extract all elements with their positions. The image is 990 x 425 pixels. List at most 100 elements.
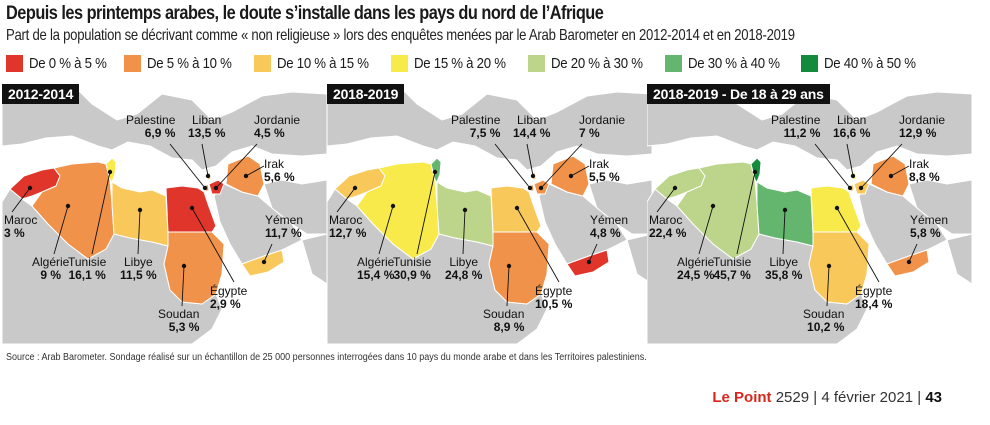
map-panel-1: 2012-2014 Maroc 3 % Algérie 9 % Tunisie 16,1 %… <box>2 84 327 344</box>
country-name: Jordanie <box>579 113 626 127</box>
country-value: 9 % <box>40 268 62 282</box>
legend-item: De 40 % à 50 % <box>801 53 928 73</box>
map-panel-2: 2018-2019 Maroc 12,7 % Algérie 15,4 % Tunisie… <box>327 84 652 344</box>
legend-swatch <box>124 54 141 72</box>
country-soudan <box>808 231 870 305</box>
marker-dot-soudan <box>826 263 832 269</box>
marker-dot-irak <box>888 173 894 179</box>
country-label-tunisie: Tunisie 16,1 % <box>68 256 106 282</box>
footer-separator: | <box>813 389 818 406</box>
leader-line-algerie <box>698 205 714 255</box>
background-land <box>2 84 327 171</box>
country-label-liban: Liban 13,5 % <box>188 114 225 140</box>
country-name: Yémen <box>910 213 949 227</box>
marker-dot-jordanie <box>858 185 864 191</box>
country-name: Irak <box>589 157 610 171</box>
leader-line-liban <box>526 143 534 177</box>
leader-line-tunisie <box>416 171 436 255</box>
leader-line-egypte <box>836 207 880 283</box>
marker-dot-palestine <box>527 185 533 191</box>
country-label-egypte: Égypte 18,4 % <box>855 285 892 311</box>
legend-label: De 0 % à 5 % <box>29 54 107 72</box>
marker-dot-palestine <box>847 185 853 191</box>
country-name: Algérie <box>677 255 715 269</box>
marker-dot-maroc <box>672 185 678 191</box>
country-name: Tunisie <box>68 255 107 269</box>
leader-line-jordanie <box>860 143 903 189</box>
marker-dot-irak <box>243 173 249 179</box>
country-label-yemen: Yémen 11,7 % <box>265 214 303 240</box>
marker-dot-liban <box>850 173 856 179</box>
marker-dot-tunisie <box>432 169 438 175</box>
leader-line-tunisie <box>91 171 111 255</box>
country-algerie <box>676 161 760 260</box>
issue-number: 2529 <box>775 389 810 406</box>
page-number: 43 <box>925 389 942 406</box>
country-name: Libye <box>449 255 479 269</box>
marker-dot-libye <box>782 207 788 213</box>
country-name: Soudan <box>158 307 200 321</box>
leader-line-soudan <box>506 265 510 307</box>
legend-label: De 40 % à 50 % <box>824 54 916 72</box>
country-name: Algérie <box>32 255 70 269</box>
country-label-algerie: Algérie 15,4 % <box>357 256 394 282</box>
country-label-liban: Liban 14,4 % <box>513 114 550 140</box>
marker-dot-yemen <box>906 259 912 265</box>
country-label-libye: Libye 35,8 % <box>765 256 802 282</box>
marker-dot-maroc <box>352 185 358 191</box>
country-tunisie <box>105 157 117 183</box>
country-value: 12,7 % <box>329 226 367 240</box>
marker-dot-soudan <box>181 263 187 269</box>
leader-line-maroc <box>336 187 356 213</box>
country-value: 5,6 % <box>264 170 295 184</box>
marker-dot-egypte <box>834 205 840 211</box>
marker-dot-yemen <box>261 259 267 265</box>
country-label-soudan: Soudan 5,3 % <box>158 308 199 334</box>
page-title: Depuis les printemps arabes, le doute s’… <box>6 3 604 24</box>
country-label-tunisie: Tunisie 45,7 % <box>713 256 751 282</box>
background-land <box>588 179 652 235</box>
country-value: 5,5 % <box>589 170 620 184</box>
country-tunisie <box>430 157 442 183</box>
country-name: Égypte <box>855 284 893 298</box>
country-name: Liban <box>191 113 222 127</box>
country-label-irak: Irak 5,6 % <box>264 158 295 184</box>
leader-line-algerie <box>53 205 69 255</box>
background-land <box>626 233 652 285</box>
country-name: Égypte <box>210 284 248 298</box>
leader-line-algerie <box>378 205 394 255</box>
marker-dot-palestine <box>202 185 208 191</box>
leader-line-egypte <box>191 207 235 283</box>
country-name: Libye <box>124 255 153 269</box>
marker-dot-jordanie <box>213 185 219 191</box>
country-value: 7,5 % <box>469 126 501 140</box>
source-note: Source : Arab Barometer. Sondage réalisé… <box>6 352 647 363</box>
country-value: 4,5 % <box>254 126 285 140</box>
background-land <box>301 233 327 285</box>
country-name: Liban <box>516 113 547 127</box>
marker-dot-algerie <box>65 203 71 209</box>
country-label-jordanie: Jordanie 12,9 % <box>899 114 945 140</box>
country-label-jordanie: Jordanie 4,5 % <box>254 114 300 140</box>
country-value: 24,5 % <box>677 268 715 282</box>
country-value: 2,9 % <box>210 297 241 311</box>
country-value: 45,7 % <box>713 268 751 282</box>
leader-line-soudan <box>181 265 185 307</box>
legend-label: De 15 % à 20 % <box>414 54 506 72</box>
country-value: 16,1 % <box>68 268 106 282</box>
legend-swatch <box>801 54 818 72</box>
legend-item: De 15 % à 20 % <box>391 53 518 73</box>
leader-line-maroc <box>11 187 31 213</box>
leader-line-egypte <box>516 207 560 283</box>
country-label-palestine: Palestine 11,2 % <box>771 114 820 140</box>
country-algerie <box>31 161 115 260</box>
country-name: Palestine <box>126 113 176 127</box>
legend-swatch <box>665 54 682 72</box>
legend-swatch <box>528 54 545 72</box>
marker-dot-tunisie <box>752 169 758 175</box>
marker-dot-jordanie <box>538 185 544 191</box>
country-value: 7 % <box>579 126 600 140</box>
leader-line-yemen <box>263 243 273 263</box>
marker-dot-soudan <box>506 263 512 269</box>
country-tunisie <box>750 157 762 183</box>
